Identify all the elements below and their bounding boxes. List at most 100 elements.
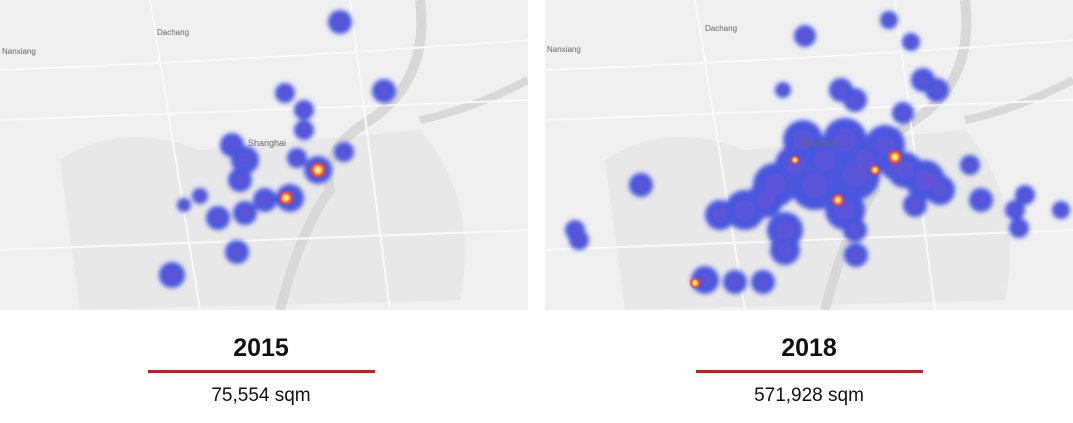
heat-hotspot [887, 149, 903, 165]
road [0, 39, 528, 71]
heat-core [932, 182, 948, 198]
road [694, 0, 746, 310]
heat-core [909, 199, 921, 211]
heat-core [917, 74, 929, 86]
area: 75,554 sqm [211, 385, 311, 406]
heat-blob [334, 142, 354, 162]
heat-blob [225, 240, 249, 264]
heat-hotspot [689, 277, 701, 289]
heat-blob [177, 198, 191, 212]
heat-blob [902, 33, 920, 51]
heat-blob [233, 201, 257, 225]
heat-core [777, 242, 793, 258]
heat-blob [287, 148, 307, 168]
map-2018: Dachang Nanxiang Shanghai [545, 0, 1073, 310]
heat-core [814, 149, 836, 171]
heat-core [834, 129, 856, 151]
heat-blob [294, 100, 314, 120]
heat-core [212, 212, 224, 224]
heat-core [793, 130, 813, 150]
heat-core [1020, 190, 1030, 200]
road [149, 0, 201, 310]
heat-blob [892, 102, 914, 124]
heat-blob [294, 120, 314, 140]
area: 571,928 sqm [754, 385, 864, 406]
river [964, 76, 1073, 124]
heat-core [756, 191, 774, 209]
heat-core [735, 200, 755, 220]
heat-blob [206, 206, 230, 230]
heat-core [378, 85, 390, 97]
heat-core [238, 153, 252, 167]
heat-core [779, 86, 787, 94]
land-shade [60, 130, 465, 310]
map-2015: Dachang Nanxiang Shanghai [0, 0, 528, 310]
heat-core [712, 207, 728, 223]
road [0, 99, 528, 121]
heat-blob [794, 25, 816, 47]
heat-blob [275, 83, 295, 103]
heat-core [896, 161, 914, 179]
heat-blob [775, 82, 791, 98]
heat-blob [192, 188, 208, 204]
heat-core [757, 276, 769, 288]
heat-core [802, 172, 828, 198]
heat-core [1056, 205, 1066, 215]
heat-core [764, 174, 786, 196]
red-rule [148, 370, 375, 373]
heat-core [339, 147, 349, 157]
heat-blob [723, 270, 747, 294]
heat-blob [1052, 201, 1070, 219]
heat-blob [231, 146, 259, 174]
heat-blob [770, 235, 800, 265]
heat-core [884, 15, 894, 25]
heat-core [280, 88, 290, 98]
heat-core [729, 276, 741, 288]
map-label: Nanxiang [547, 45, 581, 54]
map-label: Shanghai [799, 138, 837, 148]
heat-core [574, 235, 584, 245]
heat-blob [844, 243, 868, 267]
heat-core [231, 246, 243, 258]
heat-core [842, 162, 868, 188]
heat-blob [1009, 218, 1029, 238]
heat-core [855, 150, 875, 170]
heat-blob [1005, 200, 1025, 220]
heat-core [1010, 205, 1020, 215]
heat-core [915, 170, 935, 190]
map-label: Shanghai [248, 138, 286, 148]
heat-blob [1015, 185, 1035, 205]
heat-core [849, 94, 861, 106]
year: 2018 [781, 334, 837, 362]
heat-blob [328, 10, 352, 34]
heat-hotspot [869, 164, 881, 176]
heat-core [776, 221, 794, 239]
heat-core [334, 16, 346, 28]
heat-core [897, 107, 909, 119]
heat-hotspot [790, 155, 800, 165]
river [419, 76, 528, 124]
heat-blob [372, 79, 396, 103]
heat-blob [629, 173, 653, 197]
heat-blob [751, 270, 775, 294]
heat-blob [843, 88, 867, 112]
heat-core [292, 153, 302, 163]
heat-blob [747, 182, 783, 218]
heat-blob [969, 188, 993, 212]
road [545, 229, 1073, 251]
heat-blob [253, 188, 277, 212]
heat-core [975, 194, 987, 206]
heat-core [226, 139, 238, 151]
heat-blob [925, 78, 949, 102]
heat-core [299, 105, 309, 115]
heat-core [799, 30, 811, 42]
heat-blob [569, 230, 589, 250]
heat-core [922, 172, 938, 188]
heat-core [850, 249, 862, 261]
heat-core [570, 225, 580, 235]
road [0, 229, 528, 251]
map-label: Dachang [157, 28, 189, 37]
road [545, 39, 1073, 71]
heat-core [698, 273, 712, 287]
heat-blob [159, 262, 185, 288]
